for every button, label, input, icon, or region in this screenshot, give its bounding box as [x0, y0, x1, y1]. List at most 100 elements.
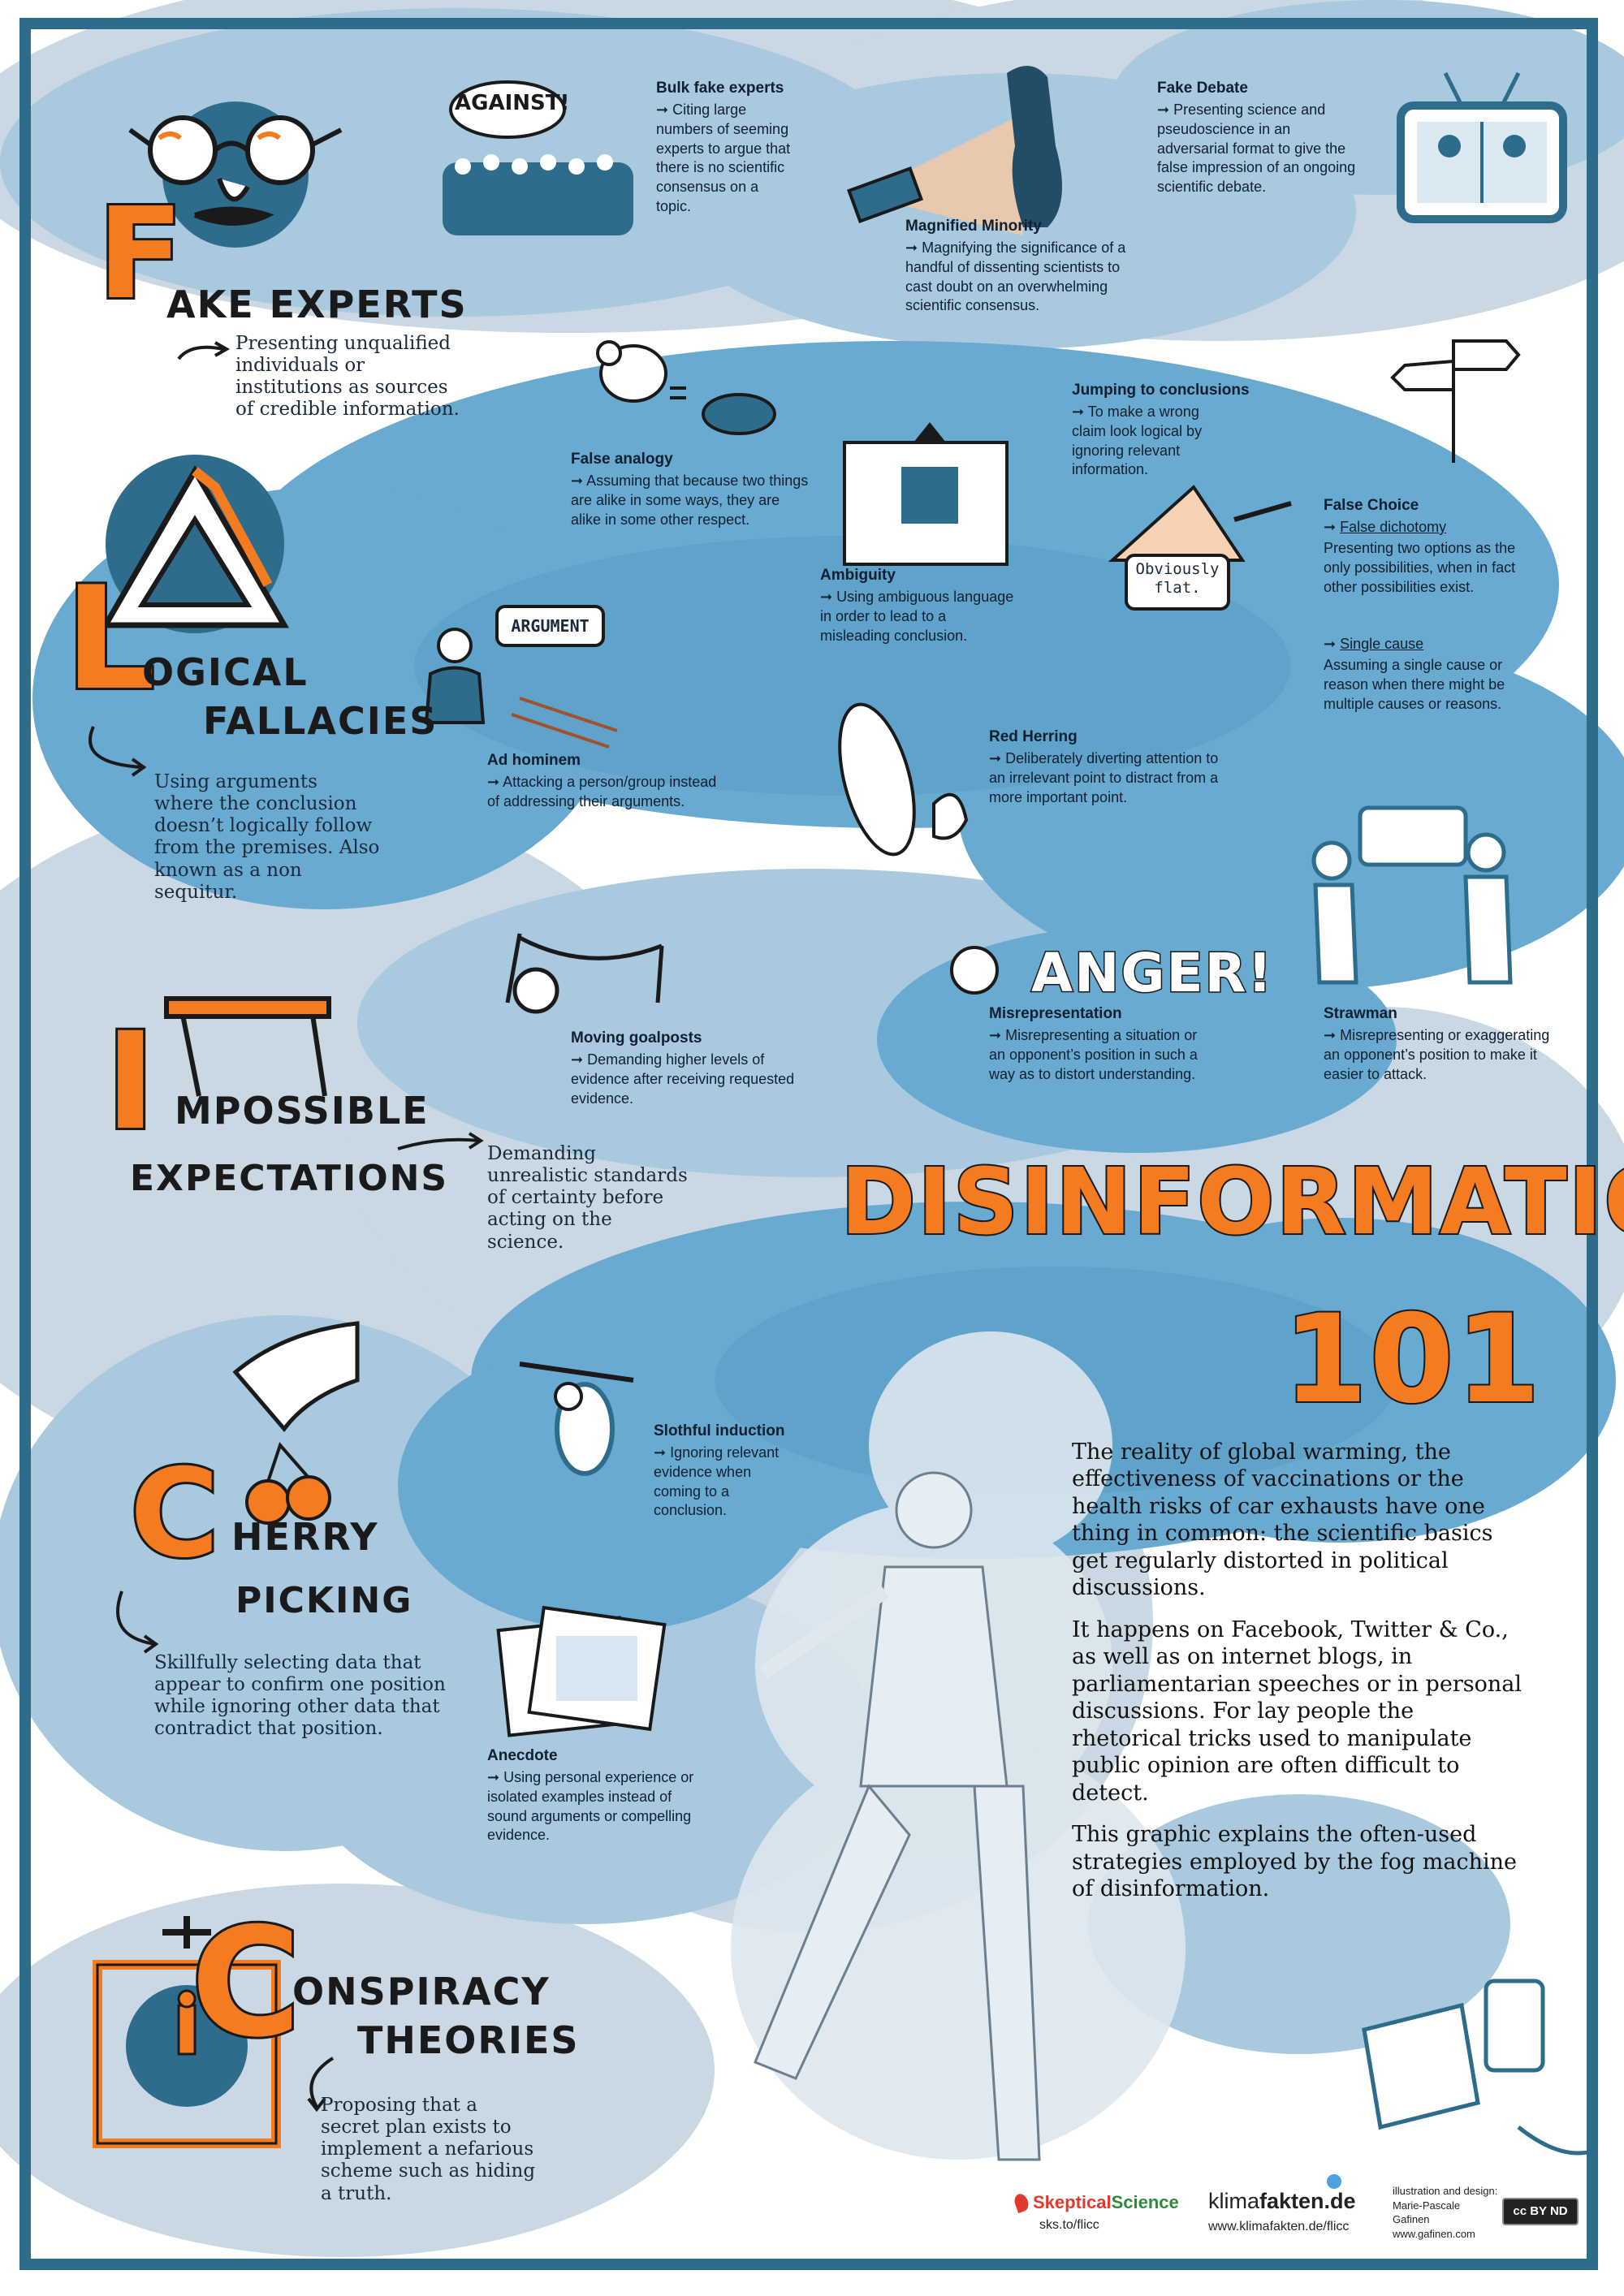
crowd-icon — [443, 80, 633, 235]
anecdote-photos-icon — [496, 1605, 667, 1737]
ambiguity-description: ➞ Using ambiguous language in order to l… — [820, 589, 1014, 644]
conspiracy-theories-description: Proposing that a secret plan exists to i… — [321, 2095, 536, 2204]
fake-experts-description: Presenting unqualified individuals or in… — [235, 333, 460, 421]
tv-debate-icon — [1397, 71, 1567, 223]
conspiracy-theories-heading-2: THEORIES — [357, 2018, 580, 2062]
strawman-description: ➞ Misrepresenting or exaggerating an opp… — [1324, 1027, 1550, 1082]
skeptical-name-part1: Skeptical — [1033, 2192, 1112, 2212]
cherry-picking-description: Skillfully selecting data that appear to… — [154, 1652, 446, 1740]
hand-cherries-icon — [232, 1321, 360, 1525]
impossible-expectations-heading-1: MPOSSIBLE — [175, 1089, 430, 1133]
intro-text: The reality of global warming, the effec… — [1072, 1439, 1527, 1918]
klimafakten-name-part2: fakten.de — [1259, 2189, 1356, 2213]
misrepresentation-description: ➞ Misrepresenting a situation or an oppo… — [989, 1027, 1198, 1082]
red-herring-fish-icon — [838, 702, 969, 857]
logical-fallacies-arrow-icon — [89, 726, 147, 777]
anger-text: ANGER! — [1030, 941, 1274, 1006]
conspiracy-theories-arrow-icon — [307, 2056, 335, 2113]
anger-hand-icon — [950, 946, 999, 995]
klimafakten-name-part1: klima — [1208, 2189, 1260, 2213]
fog-machine-icon — [1362, 1979, 1592, 2156]
argument-bubble: ARGUMENT — [495, 605, 605, 647]
chicken-turtle-icon — [596, 340, 776, 435]
intro-paragraph-2: It happens on Facebook, Twitter & Co., a… — [1072, 1616, 1522, 1806]
impossible-expectations-heading-2: EXPECTATIONS — [130, 1158, 449, 1199]
logical-fallacies-heading-2: FALLACIES — [203, 699, 438, 743]
moving-goalposts-title: Moving goalposts — [571, 1029, 702, 1047]
false-analogy-title: False analogy — [571, 451, 673, 468]
intro-paragraph-3: This graphic explains the often-used str… — [1072, 1822, 1517, 1902]
fake-experts-heading: AKE EXPERTS — [166, 283, 468, 326]
strawman-title: Strawman — [1324, 1005, 1397, 1022]
impossible-triangle-icon — [100, 455, 290, 633]
goalposts-icon — [505, 933, 664, 1014]
against-bubble-text: AGAINST! — [455, 91, 570, 115]
cherry-picking-heading-1: HERRY — [231, 1515, 379, 1559]
sloth-icon — [519, 1362, 634, 1476]
logical-fallacies-letter: L — [63, 557, 158, 722]
jumping-to-conclusions-description: ➞ To make a wrong claim look logical by … — [1072, 404, 1203, 478]
cherry-picking-letter: C — [127, 1444, 222, 1585]
magnified-minority-title: Magnified Minority — [905, 218, 1042, 235]
anecdote-title: Anecdote — [487, 1747, 558, 1764]
slothful-induction-description: ➞ Ignoring relevant evidence when coming… — [654, 1444, 780, 1519]
impossible-expectations-description: Demanding unrealistic standards of certa… — [487, 1143, 688, 1253]
impossible-expectations-letter: I — [103, 1003, 158, 1159]
klimafakten-name: klimafakten.de — [1208, 2189, 1356, 2214]
puzzle-icon — [843, 422, 1009, 566]
impossible-expectations-arrow-icon — [397, 1132, 484, 1150]
logical-fallacies-heading-1: OGICAL — [142, 650, 309, 694]
credit-line-2: Marie-Pascale Gafinen — [1393, 2199, 1461, 2226]
single-cause-link: Single cause — [1340, 636, 1424, 652]
disguise-glasses-icon — [128, 101, 343, 248]
credit-line-3[interactable]: www.gafinen.com — [1393, 2227, 1475, 2240]
ambiguity-title: Ambiguity — [820, 567, 896, 584]
anecdote-description: ➞ Using personal experience or isolated … — [487, 1769, 694, 1844]
bulk-fake-experts-title: Bulk fake experts — [656, 80, 784, 97]
single-cause-description: Assuming a single cause or reason when t… — [1324, 657, 1505, 712]
conspiracy-theories-letter: C — [188, 1895, 304, 2070]
misrepresentation-title: Misrepresentation — [989, 1005, 1122, 1022]
false-analogy-description: ➞ Assuming that because two things are a… — [571, 473, 809, 528]
cherry-picking-arrow-icon — [116, 1590, 159, 1654]
walking-person-icon — [754, 1471, 1041, 2161]
skeptical-science-url: sks.to/flicc — [1039, 2218, 1099, 2232]
obviously-flat-bubble: Obviously flat. — [1125, 554, 1230, 611]
cherry-picking-heading-2: PICKING — [235, 1580, 413, 1621]
ad-hominem-person-icon — [424, 628, 618, 749]
false-choice-title: False Choice — [1324, 497, 1419, 514]
ad-hominem-description: ➞ Attacking a person/group instead of ad… — [487, 774, 717, 809]
swing-icon — [164, 996, 331, 1097]
fake-experts-arrow-icon — [177, 341, 231, 360]
single-cause-label: ➞ Single cause — [1324, 636, 1424, 652]
red-herring-description: ➞ Deliberately diverting attention to an… — [989, 750, 1219, 805]
flashlight-icon — [847, 66, 1062, 235]
cc-license-badge: cc BY ND — [1502, 2198, 1579, 2225]
moving-goalposts-description: ➞ Demanding higher levels of evidence af… — [571, 1051, 795, 1107]
main-title-number: 101 — [1281, 1289, 1543, 1431]
klimafakten-url: www.klimafakten.de/flicc — [1208, 2220, 1350, 2233]
strawman-people-icon — [1311, 805, 1513, 985]
signpost-icon — [1390, 339, 1521, 463]
puppet-frame-icon — [93, 1916, 281, 2148]
bulk-fake-experts-description: ➞ Citing large numbers of seeming expert… — [656, 101, 791, 214]
magnified-minority-description: ➞ Magnifying the significance of a handf… — [905, 240, 1126, 314]
skeptical-name-part2: Science — [1111, 2192, 1179, 2212]
false-dichotomy-description: Presenting two options as the only possi… — [1324, 540, 1516, 595]
false-dichotomy-label: ➞ False dichotomy — [1324, 519, 1447, 535]
false-dichotomy-link: False dichotomy — [1340, 519, 1447, 535]
intro-paragraph-1: The reality of global warming, the effec… — [1072, 1439, 1493, 1601]
fake-debate-description: ➞ Presenting science and pseudoscience i… — [1157, 101, 1356, 195]
skeptical-science-name: SkepticalScience — [1033, 2192, 1179, 2213]
fake-debate-title: Fake Debate — [1157, 80, 1248, 97]
jumping-to-conclusions-title: Jumping to conclusions — [1072, 382, 1250, 399]
credit-block: illustration and design: Marie-Pascale G… — [1393, 2184, 1498, 2241]
klimafakten-bubble-icon — [1327, 2174, 1341, 2189]
conspiracy-theories-heading-1: ONSPIRACY — [292, 1970, 551, 2013]
credit-line-1: illustration and design: — [1393, 2185, 1498, 2197]
main-title: DISINFORMATION — [839, 1150, 1624, 1255]
logical-fallacies-description: Using arguments where the conclusion doe… — [154, 771, 380, 903]
fake-experts-letter: F — [95, 180, 186, 327]
